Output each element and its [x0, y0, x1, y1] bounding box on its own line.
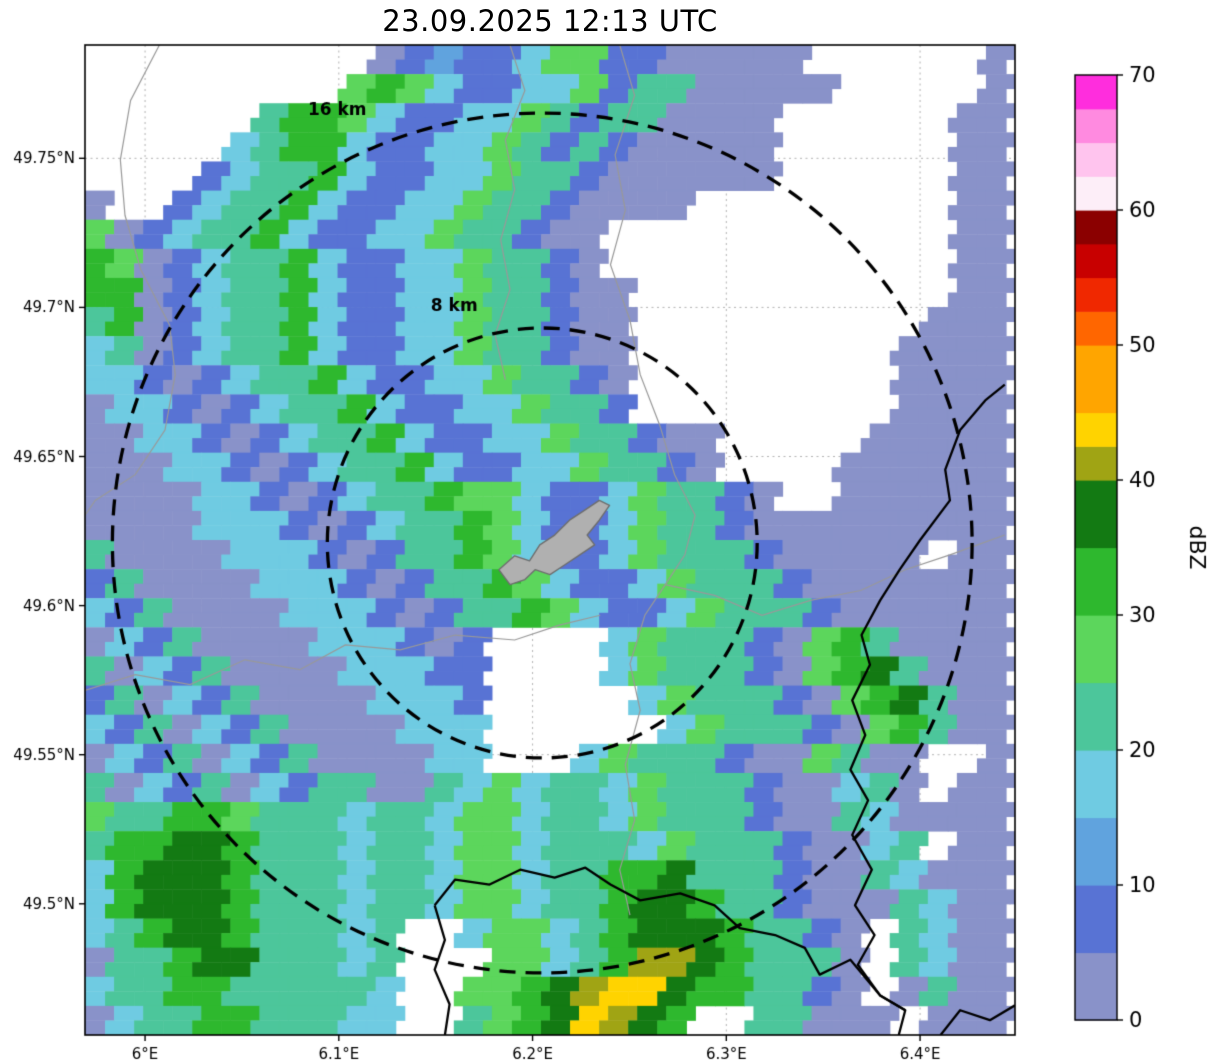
chart-title: 23.09.2025 12:13 UTC	[382, 4, 718, 38]
